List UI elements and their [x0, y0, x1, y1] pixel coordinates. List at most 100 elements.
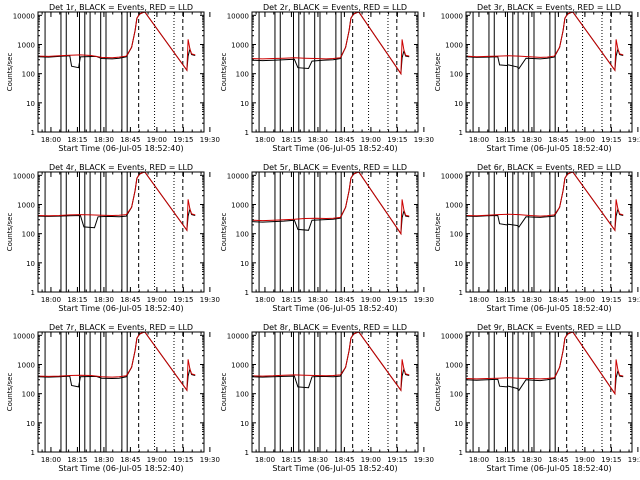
y-tick-label: 1000 — [445, 361, 463, 369]
y-tick-label: 10 — [26, 100, 35, 108]
x-tick-label: 19:30 — [628, 296, 640, 304]
panel-title: Det 8r, BLACK = Events, RED = LLD — [263, 323, 407, 332]
y-tick-label: 100 — [236, 391, 249, 399]
x-axis-label: Start Time (06-Jul-05 18:52:40) — [486, 144, 611, 153]
x-tick-label: 18:30 — [522, 296, 542, 304]
x-tick-label: 18:30 — [522, 136, 542, 144]
x-tick-label: 19:30 — [414, 296, 434, 304]
y-tick-label: 10 — [454, 100, 463, 108]
events-series-line — [466, 12, 624, 72]
x-tick-label: 19:15 — [601, 136, 621, 144]
panel-title: Det 9r, BLACK = Events, RED = LLD — [477, 323, 621, 332]
y-tick-label: 10 — [240, 420, 249, 428]
x-axis-label: Start Time (06-Jul-05 18:52:40) — [58, 304, 183, 313]
x-tick-label: 19:00 — [575, 136, 595, 144]
plot-area — [252, 12, 410, 132]
x-tick-label: 18:30 — [94, 296, 114, 304]
x-tick-label: 18:15 — [67, 136, 87, 144]
y-tick-label: 100 — [22, 231, 35, 239]
x-tick-label: 18:00 — [255, 456, 275, 464]
y-tick-label: 100 — [236, 231, 249, 239]
chart-panel-7: Det 7r, BLACK = Events, RED = LLD Counts/… — [6, 323, 220, 473]
x-tick-label: 18:45 — [120, 296, 140, 304]
y-axis-label: Counts/sec — [220, 373, 228, 412]
x-tick-label: 18:45 — [548, 136, 568, 144]
events-series-line — [252, 172, 410, 236]
y-tick-label: 10000 — [227, 12, 249, 20]
plot-frame — [251, 171, 419, 293]
y-tick-label: 10000 — [441, 172, 463, 180]
y-tick-label: 1 — [245, 449, 249, 457]
lld-series-line — [38, 172, 196, 232]
y-tick-label: 1 — [245, 289, 249, 297]
chart-panel-9: Det 9r, BLACK = Events, RED = LLD Counts/… — [434, 323, 640, 473]
y-tick-label: 10 — [240, 100, 249, 108]
x-tick-label: 18:00 — [41, 296, 61, 304]
y-tick-label: 10000 — [13, 12, 35, 20]
x-tick-label: 18:45 — [334, 136, 354, 144]
y-tick-label: 10000 — [441, 332, 463, 340]
events-series-line — [252, 12, 410, 76]
x-tick-label: 19:00 — [575, 456, 595, 464]
y-axis-label: Counts/sec — [6, 373, 14, 412]
chart-panel-4: Det 4r, BLACK = Events, RED = LLD Counts/… — [6, 163, 220, 313]
x-tick-label: 19:15 — [387, 456, 407, 464]
x-tick-label: 19:30 — [414, 456, 434, 464]
y-tick-label: 100 — [22, 391, 35, 399]
x-tick-label: 18:45 — [120, 456, 140, 464]
events-series-line — [466, 172, 624, 232]
plot-frame — [251, 331, 419, 453]
y-tick-label: 100 — [236, 71, 249, 79]
y-tick-label: 1000 — [445, 201, 463, 209]
y-axis-label: Counts/sec — [434, 373, 442, 412]
x-tick-label: 18:15 — [281, 136, 301, 144]
plot-frame — [251, 11, 419, 133]
plot-area — [466, 332, 624, 452]
y-tick-label: 1000 — [231, 361, 249, 369]
y-tick-label: 10 — [240, 260, 249, 268]
x-tick-label: 18:15 — [495, 296, 515, 304]
y-tick-label: 1 — [31, 449, 35, 457]
y-axis-label: Counts/sec — [220, 53, 228, 92]
lld-series-line — [38, 332, 196, 392]
x-tick-label: 19:30 — [200, 456, 220, 464]
x-tick-label: 19:30 — [200, 136, 220, 144]
x-tick-label: 19:30 — [628, 136, 640, 144]
x-axis-label: Start Time (06-Jul-05 18:52:40) — [58, 464, 183, 473]
x-tick-label: 18:30 — [308, 456, 328, 464]
y-tick-label: 1000 — [17, 361, 35, 369]
x-tick-label: 18:00 — [41, 136, 61, 144]
y-tick-label: 1 — [459, 449, 463, 457]
x-tick-label: 19:15 — [387, 296, 407, 304]
panel-title: Det 5r, BLACK = Events, RED = LLD — [263, 163, 407, 172]
y-tick-label: 1000 — [231, 201, 249, 209]
x-tick-label: 18:15 — [281, 296, 301, 304]
plot-frame — [37, 11, 205, 133]
y-tick-label: 1 — [459, 129, 463, 137]
chart-panel-6: Det 6r, BLACK = Events, RED = LLD Counts/… — [434, 163, 640, 313]
y-tick-label: 1 — [245, 129, 249, 137]
chart-panel-2: Det 2r, BLACK = Events, RED = LLD Counts/… — [220, 3, 434, 153]
y-tick-label: 10000 — [227, 332, 249, 340]
x-tick-label: 19:15 — [601, 296, 621, 304]
plot-frame — [465, 331, 633, 453]
x-tick-label: 18:00 — [469, 456, 489, 464]
plot-area — [466, 172, 624, 292]
x-tick-label: 18:00 — [255, 296, 275, 304]
y-axis-label: Counts/sec — [434, 53, 442, 92]
plot-area — [38, 12, 196, 132]
panel-title: Det 6r, BLACK = Events, RED = LLD — [477, 163, 621, 172]
x-tick-label: 18:15 — [67, 456, 87, 464]
x-tick-label: 18:30 — [522, 456, 542, 464]
x-axis-label: Start Time (06-Jul-05 18:52:40) — [272, 144, 397, 153]
x-tick-label: 19:00 — [147, 136, 167, 144]
x-tick-label: 18:15 — [67, 296, 87, 304]
x-tick-label: 18:30 — [308, 296, 328, 304]
y-tick-label: 1 — [31, 289, 35, 297]
x-tick-label: 18:45 — [548, 456, 568, 464]
chart-panel-3: Det 3r, BLACK = Events, RED = LLD Counts/… — [434, 3, 640, 153]
x-tick-label: 19:15 — [173, 456, 193, 464]
panel-title: Det 3r, BLACK = Events, RED = LLD — [477, 3, 621, 12]
x-axis-label: Start Time (06-Jul-05 18:52:40) — [272, 304, 397, 313]
